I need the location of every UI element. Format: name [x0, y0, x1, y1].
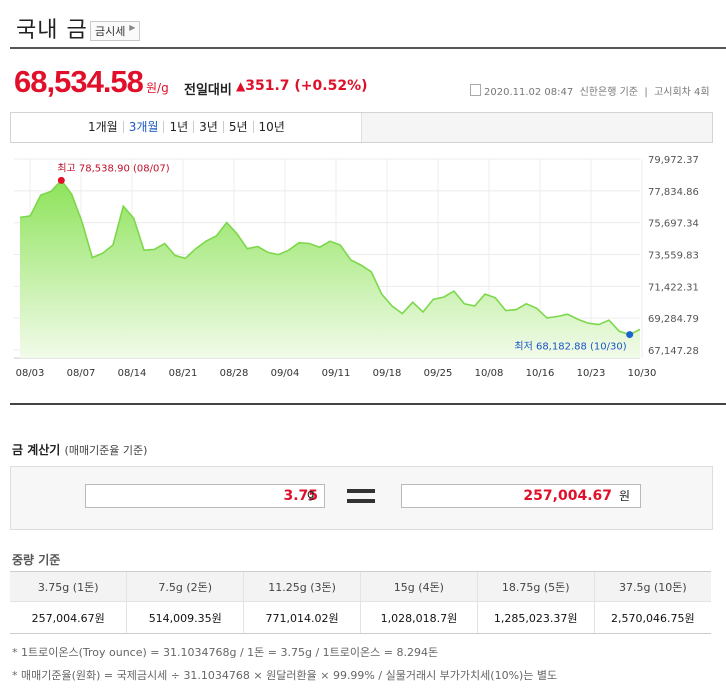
table-cell: 1,285,023.37원 [476, 601, 595, 634]
x-tick-label: 09/25 [424, 368, 453, 379]
table-cell: 771,014.02원 [243, 601, 361, 634]
tab-10y[interactable]: 10년 [252, 121, 290, 133]
chart-area [19, 179, 641, 358]
y-tick-label: 67,147.28 [648, 346, 699, 357]
current-price: 68,534.58 [14, 64, 144, 99]
period-tabs: 1개월 3개월 1년 3년 5년 10년 [83, 120, 290, 134]
page-title: 국내 금 [16, 18, 88, 43]
table-header: 18.75g (5돈) [476, 571, 595, 602]
price-unit-label: 원 [619, 489, 631, 503]
footnote-1: * 1트로이온스(Troy ounce) = 31.1034768g / 1돈 … [12, 646, 439, 659]
table-header: 11.25g (3돈) [243, 571, 361, 602]
document-icon [470, 84, 481, 96]
x-tick-label: 08/07 [67, 368, 96, 379]
tab-3m[interactable]: 3개월 [122, 121, 164, 133]
low-point [626, 331, 634, 339]
low-label: 최저 68,182.88 (10/30) [514, 341, 626, 353]
chart-markers: 최고 78,538.90 (08/07) 최저 68,182.88 (10/30… [57, 162, 634, 353]
tab-1m[interactable]: 1개월 [88, 120, 118, 134]
compare-label: 전일대비 [184, 83, 232, 98]
y-tick-label: 75,697.34 [648, 219, 699, 230]
calculator-heading: 금 계산기 [12, 443, 61, 457]
table-row: 257,004.67원 514,009.35원 771,014.02원 1,02… [10, 601, 711, 634]
tag-label: 금시세 [95, 25, 126, 38]
period-tabbar: 1개월 3개월 1년 3년 5년 10년 [10, 112, 713, 143]
x-tick-label: 10/16 [526, 368, 555, 379]
x-tick-label: 08/14 [118, 368, 147, 379]
x-tick-label: 08/03 [16, 368, 45, 379]
table-cell: 257,004.67원 [10, 601, 127, 634]
x-tick-label: 08/21 [169, 368, 198, 379]
weight-unit: g [307, 487, 315, 501]
footnote-2: * 매매기준율(원화) = 국제금시세 ÷ 31.1034768 × 원달러환율… [12, 669, 558, 682]
weight-table-title: 중량 기준 [12, 553, 61, 567]
tab-5y[interactable]: 5년 [222, 121, 253, 133]
y-axis-labels: 79,972.37 77,834.86 75,697.34 73,559.83 71,4… [648, 155, 699, 357]
table-header: 37.5g (10돈) [593, 571, 711, 602]
price-unit: 원/g [146, 81, 169, 95]
table-cell: 2,570,046.75원 [593, 601, 711, 634]
header-divider [10, 47, 726, 49]
price-area [20, 180, 640, 358]
gold-price-tag-button[interactable]: 금시세 ▶ [90, 21, 141, 41]
price-change: ▲351.7 (+0.52%) [236, 78, 368, 94]
calculator-subtitle: (매매기준율 기준) [64, 444, 148, 457]
weight-input[interactable]: 3.75 [85, 484, 325, 508]
change-value: 351.7 (+0.52%) [245, 78, 368, 94]
x-tick-label: 10/23 [577, 368, 606, 379]
chevron-right-icon: ▶ [129, 23, 136, 32]
table-cell: 1,028,018.7원 [359, 601, 478, 634]
x-tick-label: 09/04 [271, 368, 300, 379]
y-tick-label: 69,284.79 [648, 314, 699, 325]
high-label: 최고 78,538.90 (08/07) [57, 162, 169, 174]
table-header: 7.5g (2돈) [126, 571, 244, 602]
y-tick-label: 77,834.86 [648, 187, 699, 198]
tab-panel-bg [11, 113, 362, 142]
price-chart: 79,972.37 77,834.86 75,697.34 73,559.83 71,4… [14, 155, 699, 379]
section-divider [10, 403, 726, 405]
up-arrow-icon: ▲ [236, 79, 246, 93]
tab-1y[interactable]: 1년 [163, 121, 193, 133]
calculator-title: 금 계산기 (매매기준율 기준) [12, 441, 147, 458]
meta-text: 2020.11.02 08:47 신한은행 기준 | 고시회차 4회 [484, 87, 710, 98]
x-tick-label: 10/08 [475, 368, 504, 379]
x-axis-labels: 08/03 08/07 08/14 08/21 08/28 09/04 09/11 09/18… [16, 368, 657, 379]
table-cell: 514,009.35원 [126, 601, 244, 634]
table-header: 3.75g (1돈) [10, 571, 127, 602]
y-tick-label: 71,422.31 [648, 282, 699, 293]
tab-3y[interactable]: 3년 [193, 121, 223, 133]
price-line [19, 179, 641, 336]
equals-icon [347, 489, 375, 509]
high-point [57, 176, 65, 184]
x-tick-label: 08/28 [220, 368, 249, 379]
y-tick-label: 79,972.37 [648, 155, 699, 166]
weight-table: 3.75g (1돈) 7.5g (2돈) 11.25g (3돈) 15g (4돈… [10, 571, 711, 634]
table-header-row: 3.75g (1돈) 7.5g (2돈) 11.25g (3돈) 15g (4돈… [10, 571, 711, 602]
price-meta: 2020.11.02 08:47 신한은행 기준 | 고시회차 4회 [470, 83, 710, 98]
x-tick-label: 09/11 [322, 368, 351, 379]
x-tick-label: 09/18 [373, 368, 402, 379]
x-tick-label: 10/30 [628, 368, 657, 379]
price-output[interactable]: 257,004.67 [401, 484, 641, 508]
y-tick-label: 73,559.83 [648, 251, 699, 262]
table-header: 15g (4돈) [359, 571, 478, 602]
gold-calculator: 3.75 g 257,004.67 원 [10, 466, 713, 530]
